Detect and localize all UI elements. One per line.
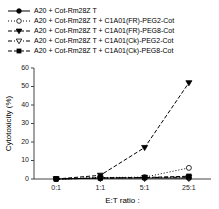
- series-marker: [142, 175, 147, 180]
- series-marker: [187, 174, 191, 178]
- plot-area: [53, 81, 192, 182]
- series-marker: [142, 176, 147, 181]
- series-marker: [54, 177, 59, 182]
- legend-marker: [16, 29, 22, 34]
- series-marker: [98, 176, 103, 181]
- series-marker: [186, 81, 192, 86]
- y-tick-label: 60: [21, 64, 29, 71]
- y-tick: [31, 179, 34, 180]
- series-marker: [54, 177, 59, 182]
- series-marker: [53, 177, 59, 182]
- series-marker: [142, 175, 148, 180]
- series-marker: [142, 145, 148, 150]
- series-marker: [53, 177, 59, 182]
- y-axis-label: Cytotoxicity (%): [4, 95, 13, 151]
- y-tick-label: 50: [21, 82, 29, 89]
- y-tick-label: 20: [21, 138, 29, 145]
- series-line: [56, 177, 189, 179]
- series-marker: [142, 175, 146, 179]
- series-marker: [54, 177, 58, 181]
- y-tick: [31, 142, 34, 143]
- x-axis: [34, 179, 211, 180]
- legend: A20 + Cot-Rm28Z T A20 + Cot-Rm28Z T + C1A…: [8, 7, 174, 55]
- legend-label: A20 + Cot-Rm28Z T + C1A01(FR)-PEG2-Cot: [34, 17, 174, 25]
- y-tick-label: 10: [21, 156, 29, 163]
- series-line: [56, 176, 189, 179]
- legend-label: A20 + Cot-Rm28Z T + C1A01(Ck)-PEG8-Cot: [34, 47, 173, 55]
- x-tick-label: 5:1: [140, 184, 150, 191]
- y-tick: [31, 123, 34, 124]
- x-tick-label: 0:1: [51, 184, 61, 191]
- legend-marker: [16, 39, 22, 44]
- legend-label: A20 + Cot-Rm28Z T: [34, 7, 97, 14]
- series-line: [56, 83, 189, 179]
- x-axis-label: E:T ratio :: [105, 196, 140, 205]
- series-marker: [98, 176, 102, 180]
- y-tick: [31, 86, 34, 87]
- y-tick-label: 30: [21, 119, 29, 126]
- legend-marker: [17, 9, 22, 14]
- y-tick: [31, 105, 34, 106]
- y-tick-label: 40: [21, 101, 29, 108]
- y-tick: [31, 68, 34, 69]
- legend-marker: [17, 19, 22, 24]
- legend-label: A20 + Cot-Rm28Z T + C1A01(FR)-PEG8-Cot: [34, 27, 174, 35]
- series-marker: [98, 175, 103, 180]
- series-marker: [186, 165, 191, 170]
- y-tick: [31, 160, 34, 161]
- x-tick-label: 1:1: [96, 184, 106, 191]
- legend-label: A20 + Cot-Rm28Z T + C1A01(Ck)-PEG2-Cot: [34, 37, 173, 45]
- series-marker: [97, 176, 103, 181]
- x-tick-label: 25:1: [182, 184, 196, 191]
- y-tick-label: 0: [25, 175, 29, 182]
- legend-marker: [17, 49, 21, 53]
